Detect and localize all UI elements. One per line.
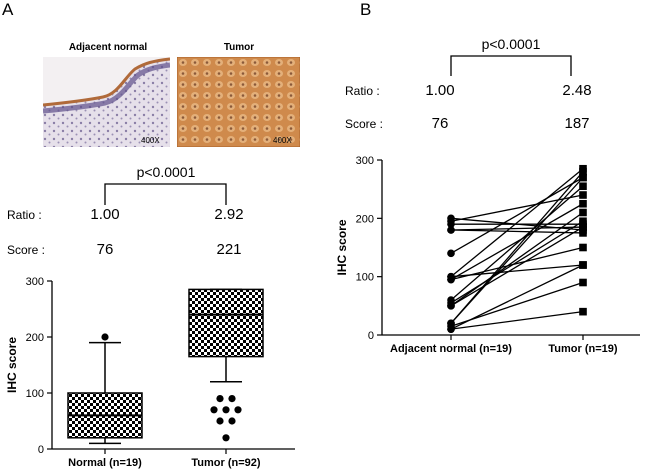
outlier-point xyxy=(228,395,236,403)
tumor-point xyxy=(579,167,587,176)
tumor-micrograph-caption: Tumor xyxy=(223,42,255,53)
y-axis-label: IHC score xyxy=(335,219,349,275)
outlier-point xyxy=(101,333,109,341)
tumor-point xyxy=(579,208,587,217)
panel-a-ratio-tumor: 2.92 xyxy=(214,206,244,223)
panel-b-pvalue: p<0.0001 xyxy=(481,36,541,52)
x-tick-label: Tumor (n=92) xyxy=(191,457,261,469)
panel-b-ratio-tumor: 2.48 xyxy=(562,82,592,99)
panel-b-letter: B xyxy=(360,0,372,19)
y-tick-label: 300 xyxy=(356,155,374,167)
outlier-point xyxy=(216,395,224,403)
tumor-point xyxy=(579,217,587,226)
tumor-point xyxy=(579,223,587,231)
outlier-point xyxy=(228,417,236,425)
outlier-point xyxy=(210,406,218,414)
panel-a-boxplot: 0 100 200 300 IHC score Normal (n=19) Tumor (n… xyxy=(5,276,295,469)
normal-micrograph-caption: Adjacent normal xyxy=(68,42,148,53)
pair-line xyxy=(450,246,584,281)
box xyxy=(188,288,264,358)
y-axis-label: IHC score xyxy=(5,337,19,393)
tumor-point xyxy=(579,182,587,191)
panel-b-ratio-normal: 1.00 xyxy=(425,82,455,99)
normal-tissue-micrograph: 400X xyxy=(43,57,170,147)
pair-line xyxy=(450,229,584,234)
pair-line xyxy=(450,168,584,278)
x-tick-label: Normal (n=19) xyxy=(68,457,142,469)
tumor-point xyxy=(579,261,587,269)
pair-line xyxy=(450,220,584,304)
normal-point xyxy=(447,275,455,284)
tumor-tissue-micrograph: 400X xyxy=(177,57,300,147)
panel-a-ratio-label: Ratio : xyxy=(7,208,42,222)
panel-b-paired-plot: 0 100 200 300 IHC score Adjacent normal (n=19… xyxy=(335,155,640,355)
tumor-point xyxy=(579,191,587,199)
normal-mag-label: 400X xyxy=(141,136,160,145)
y-tick-label: 100 xyxy=(26,388,44,400)
panel-b-score-tumor: 187 xyxy=(564,115,590,132)
normal-point xyxy=(447,226,455,234)
pair-line xyxy=(450,211,584,307)
panel-b-score-label: Score : xyxy=(345,117,384,131)
pair-line xyxy=(450,203,584,281)
panel-a-ratio-normal: 1.00 xyxy=(90,206,120,223)
panel-a-score-normal: 76 xyxy=(96,241,114,258)
x-tick-label: Tumor (n=19) xyxy=(548,343,618,355)
tumor-point xyxy=(579,173,587,182)
outlier-point xyxy=(222,434,230,442)
y-tick-label: 300 xyxy=(26,276,44,288)
pair-line xyxy=(450,226,584,307)
normal-point xyxy=(447,302,455,310)
pair-line xyxy=(450,264,584,330)
y-tick-label: 200 xyxy=(26,332,44,344)
pair-line xyxy=(450,171,584,324)
outlier-point xyxy=(222,406,230,414)
tumor-mag-label: 400X xyxy=(273,136,292,145)
tumor-point xyxy=(579,199,587,208)
normal-point xyxy=(447,325,455,333)
pair-line xyxy=(450,194,584,222)
pair-line xyxy=(450,185,584,301)
tumor-point xyxy=(579,307,587,316)
outlier-point xyxy=(234,406,242,414)
y-tick-label: 100 xyxy=(356,272,374,284)
y-tick-label: 200 xyxy=(356,213,374,225)
pair-line xyxy=(450,176,584,254)
panel-b-score-normal: 76 xyxy=(431,115,449,132)
tumor-point xyxy=(579,278,587,287)
panel-a-score-label: Score : xyxy=(7,243,46,257)
normal-point xyxy=(447,220,455,228)
outlier-point xyxy=(216,417,224,425)
panel-a-letter: A xyxy=(2,0,14,19)
x-tick-label: Adjacent normal (n=19) xyxy=(390,343,512,355)
normal-point xyxy=(447,249,455,258)
panel-b-ratio-label: Ratio : xyxy=(345,84,380,98)
y-tick-label: 0 xyxy=(38,444,44,456)
y-tick-label: 0 xyxy=(368,330,374,342)
panel-a-pvalue: p<0.0001 xyxy=(136,164,196,180)
tumor-point xyxy=(579,229,587,237)
pair-line xyxy=(450,311,584,330)
panel-a-score-tumor: 221 xyxy=(216,241,242,258)
tumor-point xyxy=(579,243,587,252)
